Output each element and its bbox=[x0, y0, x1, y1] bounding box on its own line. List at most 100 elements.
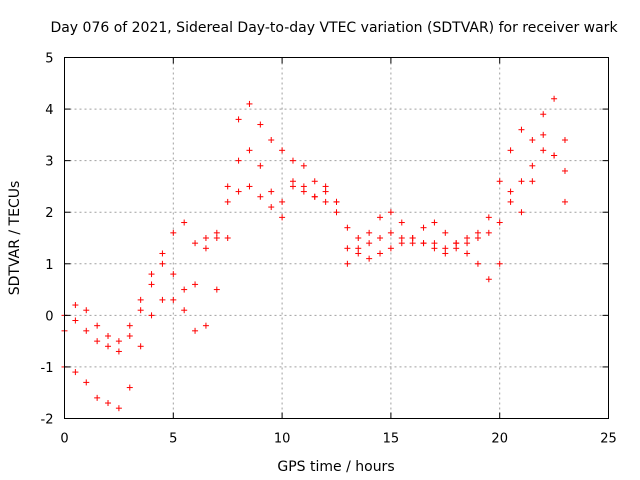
data-point bbox=[344, 245, 351, 252]
data-point bbox=[561, 167, 568, 174]
data-point bbox=[279, 147, 286, 154]
data-point bbox=[268, 137, 275, 144]
data-point bbox=[474, 235, 481, 241]
chart-title: Day 076 of 2021, Sidereal Day-to-day VTE… bbox=[50, 20, 618, 36]
data-point bbox=[94, 394, 101, 401]
data-point bbox=[246, 100, 253, 107]
data-point bbox=[311, 178, 318, 185]
x-tick-label: 20 bbox=[491, 432, 508, 447]
data-point bbox=[366, 229, 373, 236]
data-point bbox=[279, 214, 286, 221]
data-point bbox=[170, 229, 177, 236]
data-point bbox=[464, 235, 471, 241]
data-point bbox=[300, 162, 307, 169]
plot-frame bbox=[64, 57, 609, 419]
data-point bbox=[322, 198, 329, 205]
data-point bbox=[279, 198, 286, 205]
data-point bbox=[224, 183, 231, 190]
data-point bbox=[181, 307, 188, 314]
data-point bbox=[355, 245, 362, 252]
data-point bbox=[289, 183, 296, 190]
data-point bbox=[300, 183, 307, 190]
data-point bbox=[485, 276, 492, 283]
data-point bbox=[115, 348, 122, 355]
data-point bbox=[453, 245, 460, 252]
data-point bbox=[529, 137, 536, 144]
y-tick-label: -1 bbox=[41, 361, 54, 376]
data-point bbox=[192, 281, 199, 288]
data-point bbox=[387, 209, 394, 216]
data-point bbox=[474, 229, 481, 236]
data-point bbox=[377, 214, 384, 221]
data-point bbox=[398, 235, 405, 241]
data-point bbox=[377, 235, 384, 241]
data-point bbox=[159, 260, 166, 267]
data-point bbox=[474, 260, 481, 267]
data-point bbox=[148, 271, 155, 278]
data-point bbox=[246, 147, 253, 154]
y-axis-label: SDTVAR / TECUs bbox=[7, 181, 23, 296]
data-point bbox=[137, 296, 144, 303]
data-point bbox=[83, 327, 90, 334]
data-point bbox=[551, 152, 558, 159]
x-tick-label: 25 bbox=[600, 432, 617, 447]
data-point bbox=[137, 343, 144, 350]
data-point bbox=[387, 229, 394, 236]
data-point bbox=[507, 147, 514, 154]
data-point bbox=[311, 193, 318, 200]
data-point bbox=[94, 322, 101, 329]
x-tick-label: 15 bbox=[383, 432, 400, 447]
data-point bbox=[561, 198, 568, 205]
data-point bbox=[72, 302, 79, 309]
data-point bbox=[540, 111, 547, 118]
data-point bbox=[72, 317, 79, 324]
data-point bbox=[105, 332, 112, 339]
data-point bbox=[431, 245, 438, 252]
data-point bbox=[333, 198, 340, 205]
data-point bbox=[257, 162, 264, 169]
data-point bbox=[507, 198, 514, 205]
data-point bbox=[246, 183, 253, 190]
data-point bbox=[431, 240, 438, 247]
data-point bbox=[115, 405, 122, 412]
data-point bbox=[257, 121, 264, 128]
data-point bbox=[257, 193, 264, 200]
data-point bbox=[355, 250, 362, 257]
data-point bbox=[420, 224, 427, 231]
data-point bbox=[431, 219, 438, 226]
data-point bbox=[344, 260, 351, 267]
data-point bbox=[268, 204, 275, 211]
data-point bbox=[202, 235, 209, 241]
data-point bbox=[170, 296, 177, 303]
data-point bbox=[268, 188, 275, 195]
data-point bbox=[181, 219, 188, 226]
data-point bbox=[159, 296, 166, 303]
data-point bbox=[83, 379, 90, 386]
data-point bbox=[453, 240, 460, 247]
data-point bbox=[322, 183, 329, 190]
data-point bbox=[496, 219, 503, 226]
y-tick-label: -2 bbox=[41, 413, 54, 428]
data-point bbox=[126, 322, 133, 329]
grid-layer bbox=[64, 57, 609, 419]
data-point bbox=[551, 95, 558, 102]
data-point bbox=[387, 245, 394, 252]
data-point bbox=[355, 235, 362, 241]
data-point bbox=[398, 240, 405, 247]
y-tick-label: 4 bbox=[45, 103, 53, 118]
data-point bbox=[561, 137, 568, 144]
y-tick-label: 3 bbox=[45, 155, 53, 170]
data-point bbox=[540, 147, 547, 154]
data-point bbox=[289, 157, 296, 164]
x-axis-label: GPS time / hours bbox=[277, 459, 394, 475]
data-point bbox=[202, 322, 209, 329]
data-point bbox=[518, 209, 525, 216]
data-point bbox=[202, 245, 209, 252]
y-tick-label: 0 bbox=[45, 309, 53, 324]
data-point bbox=[94, 338, 101, 345]
data-point bbox=[289, 178, 296, 185]
data-point bbox=[115, 338, 122, 345]
data-point bbox=[235, 116, 242, 123]
data-point bbox=[377, 250, 384, 257]
